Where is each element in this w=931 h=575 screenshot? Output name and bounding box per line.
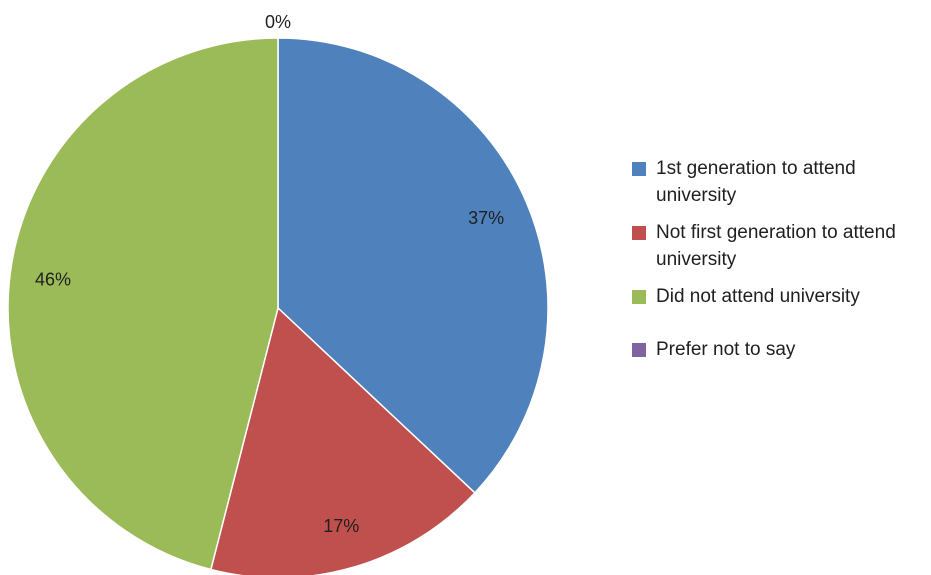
pie-label-not-first-generation: 17% xyxy=(323,516,359,536)
legend-item-first-generation: 1st generation to attend university xyxy=(632,155,927,209)
pie-slice-not-first-generation xyxy=(209,306,476,575)
pie-data-labels: 37% 17% 46% 0% xyxy=(35,12,504,536)
legend-label-not-first-generation: Not first generation to attend universit… xyxy=(656,222,896,270)
pie-label-prefer-not-to-say: 0% xyxy=(265,12,291,32)
pie-label-first-generation: 37% xyxy=(468,208,504,228)
legend-label-did-not-attend: Did not attend university xyxy=(656,286,860,307)
legend: 1st generation to attend university Not … xyxy=(632,155,927,363)
legend-swatch-not-first-generation xyxy=(632,226,646,240)
legend-label-first-generation: 1st generation to attend university xyxy=(656,158,856,206)
legend-item-prefer-not-to-say: Prefer not to say xyxy=(632,336,927,363)
pie-slices xyxy=(7,37,549,575)
legend-swatch-did-not-attend xyxy=(632,290,646,304)
legend-label-prefer-not-to-say: Prefer not to say xyxy=(656,339,796,360)
legend-swatch-prefer-not-to-say xyxy=(632,343,646,357)
pie-label-did-not-attend: 46% xyxy=(35,270,71,290)
pie-slice-first-generation xyxy=(277,37,549,494)
legend-item-did-not-attend: Did not attend university xyxy=(632,283,927,310)
legend-swatch-first-generation xyxy=(632,162,646,176)
legend-item-not-first-generation: Not first generation to attend universit… xyxy=(632,219,927,273)
pie-slice-did-not-attend xyxy=(7,37,279,571)
